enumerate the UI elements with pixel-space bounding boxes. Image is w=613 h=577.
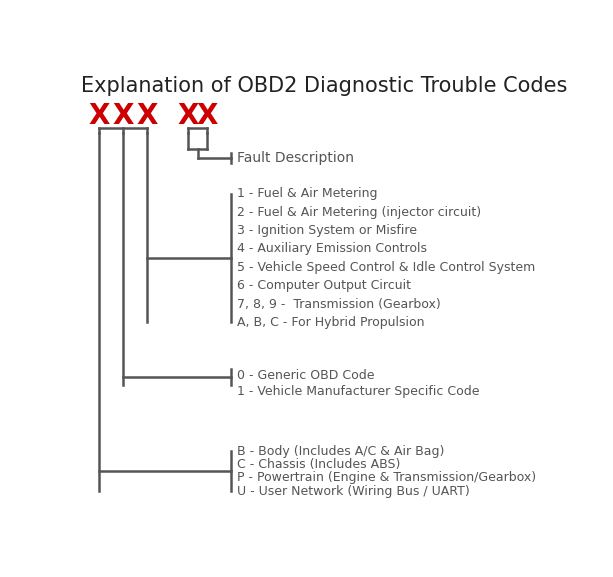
Text: 5 - Vehicle Speed Control & Idle Control System: 5 - Vehicle Speed Control & Idle Control… <box>237 261 535 273</box>
Text: C - Chassis (Includes ABS): C - Chassis (Includes ABS) <box>237 458 400 471</box>
Text: 2 - Fuel & Air Metering (injector circuit): 2 - Fuel & Air Metering (injector circui… <box>237 205 481 219</box>
Text: X: X <box>113 102 134 130</box>
Text: 0 - Generic OBD Code: 0 - Generic OBD Code <box>237 369 374 382</box>
Text: Fault Description: Fault Description <box>237 151 354 165</box>
Text: 1 - Fuel & Air Metering: 1 - Fuel & Air Metering <box>237 187 377 200</box>
Text: A, B, C - For Hybrid Propulsion: A, B, C - For Hybrid Propulsion <box>237 316 424 329</box>
Text: X: X <box>136 102 158 130</box>
Text: 3 - Ignition System or Misfire: 3 - Ignition System or Misfire <box>237 224 417 237</box>
Text: P - Powertrain (Engine & Transmission/Gearbox): P - Powertrain (Engine & Transmission/Ge… <box>237 471 536 485</box>
Text: X: X <box>197 102 218 130</box>
Text: B - Body (Includes A/C & Air Bag): B - Body (Includes A/C & Air Bag) <box>237 445 444 458</box>
Text: 1 - Vehicle Manufacturer Specific Code: 1 - Vehicle Manufacturer Specific Code <box>237 385 479 398</box>
Text: Explanation of OBD2 Diagnostic Trouble Codes: Explanation of OBD2 Diagnostic Trouble C… <box>82 76 568 96</box>
Text: X: X <box>178 102 199 130</box>
Text: U - User Network (Wiring Bus / UART): U - User Network (Wiring Bus / UART) <box>237 485 470 498</box>
Text: 6 - Computer Output Circuit: 6 - Computer Output Circuit <box>237 279 411 292</box>
Text: 7, 8, 9 -  Transmission (Gearbox): 7, 8, 9 - Transmission (Gearbox) <box>237 298 441 310</box>
Text: 4 - Auxiliary Emission Controls: 4 - Auxiliary Emission Controls <box>237 242 427 256</box>
Text: X: X <box>89 102 110 130</box>
